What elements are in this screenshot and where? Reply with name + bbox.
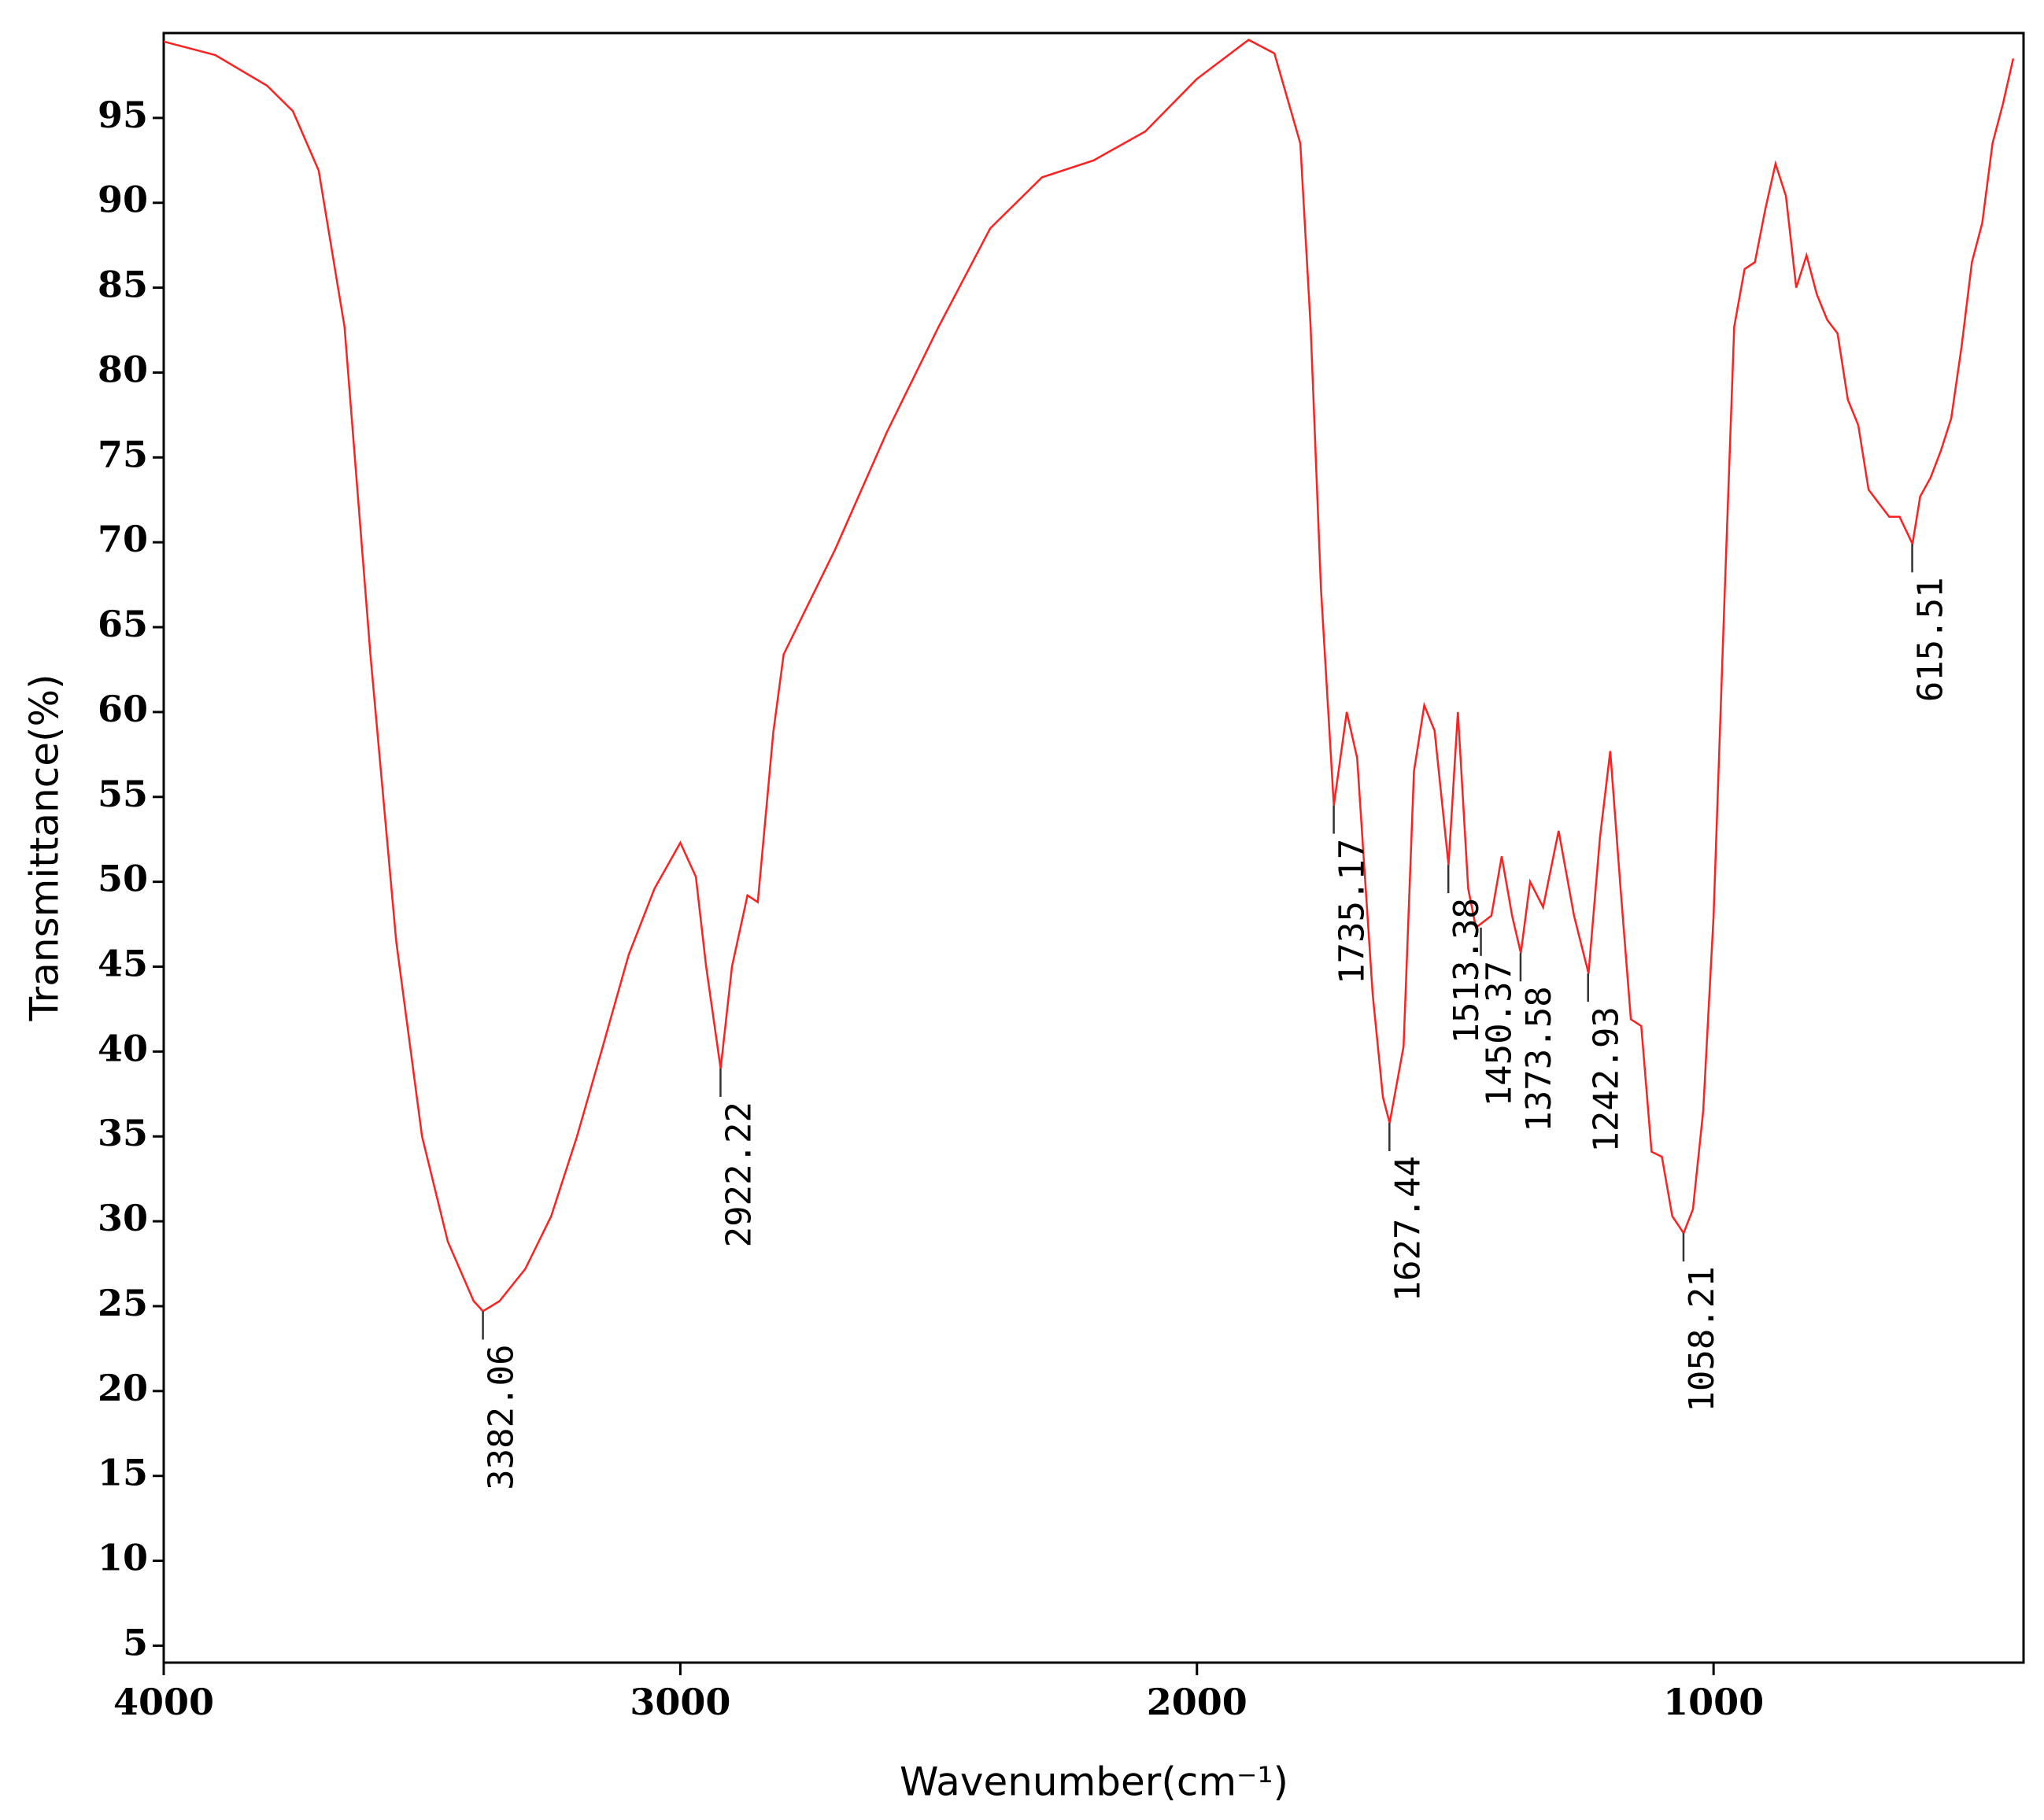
peak-label: 3382.06 [482,1344,522,1490]
x-tick-label: 1000 [1663,1681,1764,1723]
peak-label: 615.51 [1911,577,1951,702]
y-tick-label: 15 [98,1452,148,1494]
peak-label: 1373.58 [1519,986,1559,1132]
y-tick-label: 25 [98,1282,148,1324]
peak-label: 2922.22 [719,1102,759,1247]
peak-label: 1450.37 [1480,961,1520,1106]
y-tick-label: 30 [98,1197,148,1239]
peak-label: 1735.17 [1332,839,1373,984]
plot-frame [162,31,2025,1664]
peak-label: 1242.93 [1587,1006,1627,1152]
peak-label: 1513.38 [1447,898,1487,1043]
y-tick-label: 20 [98,1367,148,1409]
y-tick-label: 35 [98,1112,148,1154]
y-tick-label: 85 [98,264,148,306]
y-tick-label: 75 [98,433,148,475]
y-tick-label: 95 [98,94,148,136]
y-tick-label: 60 [98,688,148,730]
y-tick-label: 70 [98,518,148,560]
x-tick-label: 4000 [113,1681,214,1723]
peak-label: 1058.21 [1682,1266,1722,1412]
y-tick-label: 50 [98,858,148,900]
y-tick-label: 80 [98,348,148,390]
x-axis-title: Wavenumber(cm⁻¹) [900,1759,1288,1805]
y-tick-label: 90 [98,179,148,221]
y-tick-label: 65 [98,603,148,645]
y-tick-label: 10 [98,1537,148,1579]
peak-label: 1627.44 [1388,1156,1428,1301]
y-tick-label: 5 [123,1621,148,1663]
y-axis-title: Transmittance(%) [22,674,68,1021]
spectrum-line [163,39,2015,1313]
x-tick-label: 2000 [1147,1681,1247,1723]
y-tick-label: 45 [98,943,148,985]
y-tick-label: 40 [98,1027,148,1069]
y-tick-label: 55 [98,773,148,815]
x-tick-label: 3000 [630,1681,730,1723]
